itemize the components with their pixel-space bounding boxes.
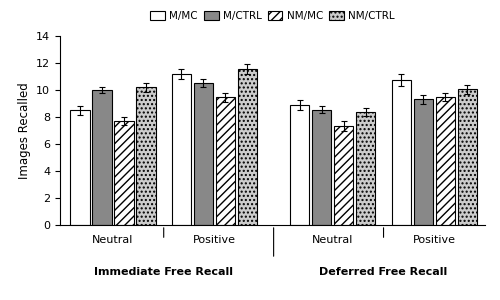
Y-axis label: Images Recalled: Images Recalled (18, 82, 30, 179)
Bar (172, 74, 191, 225)
Bar (136, 87, 156, 225)
Text: Immediate Free Recall: Immediate Free Recall (94, 267, 233, 277)
Bar (436, 98, 455, 225)
Bar (312, 110, 332, 225)
Bar (356, 112, 376, 225)
Legend: M/MC, M/CTRL, NM/MC, NM/CTRL: M/MC, M/CTRL, NM/MC, NM/CTRL (150, 11, 394, 21)
Bar (70, 110, 90, 225)
Bar (194, 82, 213, 225)
Bar (238, 69, 257, 225)
Text: Deferred Free Recall: Deferred Free Recall (320, 267, 448, 277)
Bar (334, 126, 353, 225)
Bar (458, 89, 477, 225)
Bar (114, 121, 134, 225)
Bar (290, 105, 310, 225)
Bar (92, 90, 112, 225)
Bar (414, 99, 433, 225)
Bar (392, 80, 411, 225)
Bar (216, 98, 235, 225)
